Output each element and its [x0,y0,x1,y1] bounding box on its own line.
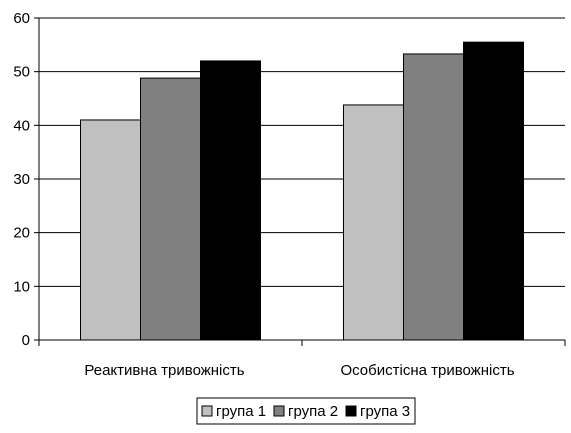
y-tick-label-40: 40 [13,117,30,134]
bar-series1-cat1 [80,119,141,341]
legend-label-2: група 2 [288,403,338,420]
legend-swatch-2 [273,405,285,417]
y-tick-label-50: 50 [13,64,30,81]
legend-box [196,397,416,425]
labels: 0 10 20 30 40 50 60 Реактивна тривожність Особис… [13,10,514,379]
x-category-label-2: Особистісна тривожність [340,362,514,379]
y-tick-label-0: 0 [22,332,30,349]
y-tick-label-60: 60 [13,10,30,27]
bar-series3-cat2 [463,41,524,341]
y-tick-label-30: 30 [13,171,30,188]
bar-series2-cat1 [140,77,201,341]
bars [80,41,524,341]
legend-swatch-3 [345,405,357,417]
x-category-label-1: Реактивна тривожність [84,362,244,379]
bar-series2-cat2 [403,53,464,341]
legend-label-3: група 3 [360,403,410,420]
legend: група 1 група 2 група 3 [196,397,416,425]
legend-label-1: група 1 [216,403,266,420]
axes [34,17,566,346]
y-tick-label-10: 10 [13,278,30,295]
bar-series3-cat1 [200,60,261,341]
legend-swatch-1 [201,405,213,417]
bar-series1-cat2 [343,104,404,341]
y-tick-label-20: 20 [13,225,30,242]
